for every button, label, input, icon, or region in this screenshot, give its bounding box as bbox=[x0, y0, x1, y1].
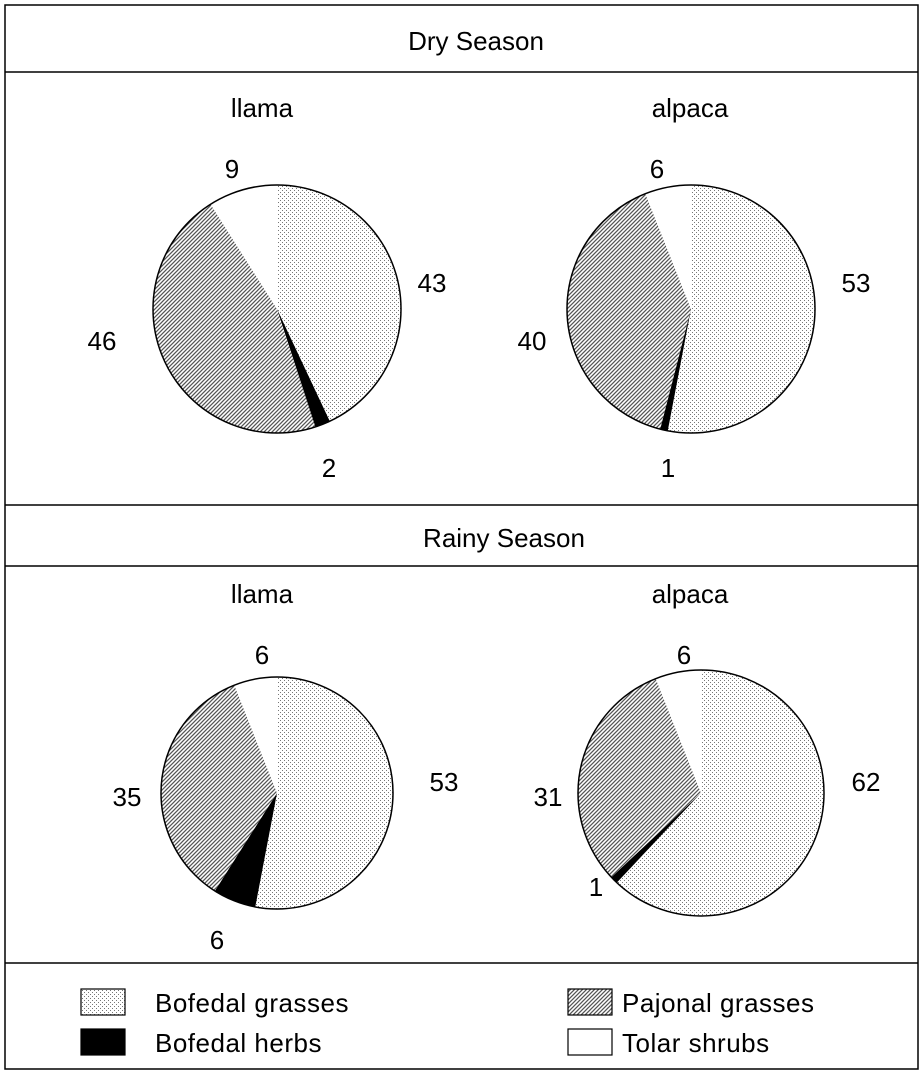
rainy-alpaca-pie-outline bbox=[577, 669, 825, 917]
legend-label-bofedal-herbs: Bofedal herbs bbox=[155, 1028, 322, 1058]
rainy-llama-title: llama bbox=[231, 579, 294, 609]
dry-llama-pie-outline bbox=[152, 184, 402, 434]
legend: Bofedal grasses Pajonal grasses Bofedal … bbox=[80, 988, 815, 1058]
rainy-alpaca-slice-pajonal-grasses bbox=[578, 678, 701, 878]
figure-frame bbox=[4, 4, 919, 1070]
dry-alpaca-pie-outline bbox=[566, 184, 816, 434]
dry-llama-value-pajonal-grasses: 46 bbox=[88, 326, 117, 356]
rainy-alpaca-value-tolar-shrubs: 6 bbox=[677, 640, 691, 670]
dry-llama-value-bofedal-grasses: 43 bbox=[418, 268, 447, 298]
legend-label-tolar-shrubs: Tolar shrubs bbox=[622, 1028, 770, 1058]
dry-llama-value-tolar-shrubs: 9 bbox=[225, 154, 239, 184]
dry-llama-slice-pajonal-grasses bbox=[152, 204, 316, 434]
rainy-alpaca-slice-bofedal-grasses bbox=[616, 670, 825, 916]
legend-label-pajonal-grasses: Pajonal grasses bbox=[622, 988, 815, 1018]
dry-alpaca-title: alpaca bbox=[652, 93, 729, 123]
dry-alpaca-slice-tolar-shrubs bbox=[645, 185, 691, 309]
pie-rainy-alpaca bbox=[577, 669, 825, 917]
dry-alpaca-value-bofedal-grasses: 53 bbox=[842, 268, 871, 298]
pie-dry-llama bbox=[152, 184, 402, 434]
dry-llama-slice-bofedal-herbs bbox=[277, 309, 330, 427]
dry-alpaca-value-bofedal-herbs: 1 bbox=[661, 453, 675, 483]
rainy-season-header: Rainy Season bbox=[423, 523, 585, 553]
dry-llama-title: llama bbox=[231, 93, 294, 123]
rainy-llama-slice-tolar-shrubs bbox=[234, 677, 277, 793]
rainy-llama-value-tolar-shrubs: 6 bbox=[255, 640, 269, 670]
dry-llama-slice-tolar-shrubs bbox=[210, 185, 277, 309]
legend-swatch-tolar-shrubs bbox=[567, 1028, 613, 1056]
dry-season-header: Dry Season bbox=[408, 26, 544, 56]
rainy-llama-value-bofedal-herbs: 6 bbox=[210, 925, 224, 955]
dry-alpaca-slice-bofedal-grasses bbox=[667, 185, 816, 434]
dry-alpaca-slice-bofedal-herbs bbox=[660, 309, 691, 431]
dry-alpaca-slice-pajonal-grasses bbox=[567, 193, 691, 430]
dry-llama-slice-bofedal-grasses bbox=[277, 185, 402, 422]
legend-label-bofedal-grasses: Bofedal grasses bbox=[155, 988, 349, 1018]
rainy-alpaca-value-pajonal-grasses: 31 bbox=[534, 782, 563, 812]
legend-swatch-bofedal-grasses bbox=[80, 988, 126, 1016]
rainy-alpaca-value-bofedal-grasses: 62 bbox=[852, 767, 881, 797]
rainy-alpaca-title: alpaca bbox=[652, 579, 729, 609]
rainy-llama-slice-bofedal-herbs bbox=[214, 793, 277, 907]
rainy-llama-value-pajonal-grasses: 35 bbox=[113, 782, 142, 812]
rainy-llama-slice-bofedal-grasses bbox=[255, 677, 393, 910]
legend-swatch-pajonal-grasses bbox=[567, 988, 613, 1016]
rainy-llama-value-bofedal-grasses: 53 bbox=[430, 767, 459, 797]
rainy-alpaca-value-bofedal-herbs: 1 bbox=[589, 872, 603, 902]
dry-alpaca-value-pajonal-grasses: 40 bbox=[518, 326, 547, 356]
dry-alpaca-value-tolar-shrubs: 6 bbox=[650, 154, 664, 184]
rainy-llama-pie-outline bbox=[160, 676, 394, 910]
rainy-llama-slice-pajonal-grasses bbox=[161, 685, 277, 891]
pie-rainy-llama bbox=[160, 676, 394, 910]
legend-swatch-bofedal-herbs bbox=[80, 1028, 126, 1056]
rainy-alpaca-slice-bofedal-herbs bbox=[611, 793, 701, 883]
rainy-alpaca-slice-tolar-shrubs bbox=[655, 670, 701, 793]
dry-llama-value-bofedal-herbs: 2 bbox=[322, 453, 336, 483]
pie-dry-alpaca bbox=[566, 184, 816, 434]
